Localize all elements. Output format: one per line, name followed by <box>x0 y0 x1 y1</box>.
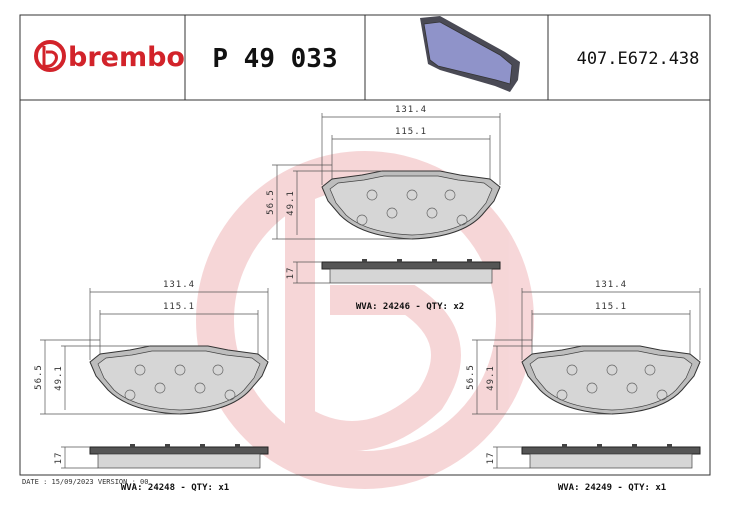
side-tab <box>235 444 240 448</box>
dimension-width: 131.4 <box>395 105 427 115</box>
friction-material <box>329 175 493 236</box>
dimension-thickness: 17 <box>286 267 296 280</box>
pad-hole <box>556 389 568 401</box>
pad-front-view <box>321 170 501 240</box>
watermark <box>196 151 534 489</box>
pad-hole <box>426 207 438 219</box>
pad-hole <box>386 207 398 219</box>
pad-hole <box>566 364 578 376</box>
pad-hole <box>626 382 638 394</box>
brake-pad: 131.4 115.1 56.5 49.1 17 WVA: 24246 - QTY: x2 <box>266 105 501 312</box>
friction-material <box>529 350 693 411</box>
dimension-line <box>493 345 582 410</box>
dimension-line <box>493 446 530 469</box>
dimension-inner-height: 49.1 <box>486 365 496 391</box>
brake-pad: 131.4 115.1 56.5 49.1 17 WVA: 24249 - QTY: x1 <box>466 280 701 493</box>
dimension-line <box>521 288 701 360</box>
part-number: P 49 033 <box>212 44 337 74</box>
side-tab <box>597 444 602 448</box>
side-tab <box>667 444 672 448</box>
dimension-width: 131.4 <box>595 280 627 290</box>
side-tab <box>632 444 637 448</box>
pad-hole <box>406 189 418 201</box>
dimension-line <box>531 310 691 355</box>
pad-label: WVA: 24248 - QTY: x1 <box>121 483 229 493</box>
dimension-line <box>472 339 612 415</box>
dimension-inner-width: 115.1 <box>395 127 427 137</box>
dimension-line <box>293 170 382 235</box>
dimension-height: 56.5 <box>266 189 276 215</box>
side-tab <box>432 259 437 263</box>
brake-pad: 131.4 115.1 56.5 49.1 17 WVA: 24248 - QTY: x1 <box>34 280 269 493</box>
side-plate <box>321 261 501 270</box>
dimension-thickness: 17 <box>486 452 496 465</box>
pad-side-view <box>89 444 269 469</box>
pad-hole <box>174 364 186 376</box>
pad-label: WVA: 24249 - QTY: x1 <box>558 483 666 493</box>
pad-hole <box>656 389 668 401</box>
pad-hole <box>366 189 378 201</box>
dimension-width: 131.4 <box>163 280 195 290</box>
pad-hole <box>224 389 236 401</box>
friction-material <box>97 350 261 411</box>
dimension-line <box>61 446 98 469</box>
pad-front-view <box>521 345 701 415</box>
dimension-line <box>40 339 180 415</box>
pad-front-view <box>89 345 269 415</box>
dimension-line <box>61 345 150 410</box>
pad-hole <box>212 364 224 376</box>
side-friction <box>529 453 693 469</box>
pad-side-view <box>521 444 701 469</box>
footer-date: DATE : 15/09/2023 VERSION : 00 <box>22 478 148 486</box>
dimension-line <box>321 113 501 185</box>
brand-name: brembo <box>68 42 185 73</box>
pad-hole <box>356 214 368 226</box>
dimension-inner-width: 115.1 <box>163 302 195 312</box>
side-plate <box>89 446 269 455</box>
dimension-inner-width: 115.1 <box>595 302 627 312</box>
dimension-line <box>99 310 259 355</box>
pad-side-view <box>321 259 501 284</box>
side-plate <box>521 446 701 455</box>
dimension-inner-height: 49.1 <box>286 190 296 216</box>
pad-hole <box>124 389 136 401</box>
pad-hole <box>606 364 618 376</box>
pad-label: WVA: 24246 - QTY: x2 <box>356 302 464 312</box>
dimension-thickness: 17 <box>54 452 64 465</box>
side-tab <box>362 259 367 263</box>
side-friction <box>97 453 261 469</box>
side-tab <box>130 444 135 448</box>
side-tab <box>397 259 402 263</box>
pad-hole <box>134 364 146 376</box>
side-friction <box>329 268 493 284</box>
pad-hole <box>644 364 656 376</box>
brand-logo: brembo <box>34 40 185 73</box>
side-tab <box>200 444 205 448</box>
side-tab <box>562 444 567 448</box>
pad-hole <box>194 382 206 394</box>
dimension-line <box>331 135 491 180</box>
pad-hole <box>586 382 598 394</box>
dimension-height: 56.5 <box>34 364 44 390</box>
pad-hole <box>456 214 468 226</box>
pad-thumbnail <box>420 16 520 92</box>
dimension-line <box>272 164 412 240</box>
side-tab <box>165 444 170 448</box>
dimension-inner-height: 49.1 <box>54 365 64 391</box>
pad-hole <box>154 382 166 394</box>
side-tab <box>467 259 472 263</box>
dimension-line <box>293 261 330 284</box>
dimension-line <box>89 288 269 360</box>
dimension-height: 56.5 <box>466 364 476 390</box>
pad-hole <box>444 189 456 201</box>
reference-code: 407.E672.438 <box>577 49 700 69</box>
